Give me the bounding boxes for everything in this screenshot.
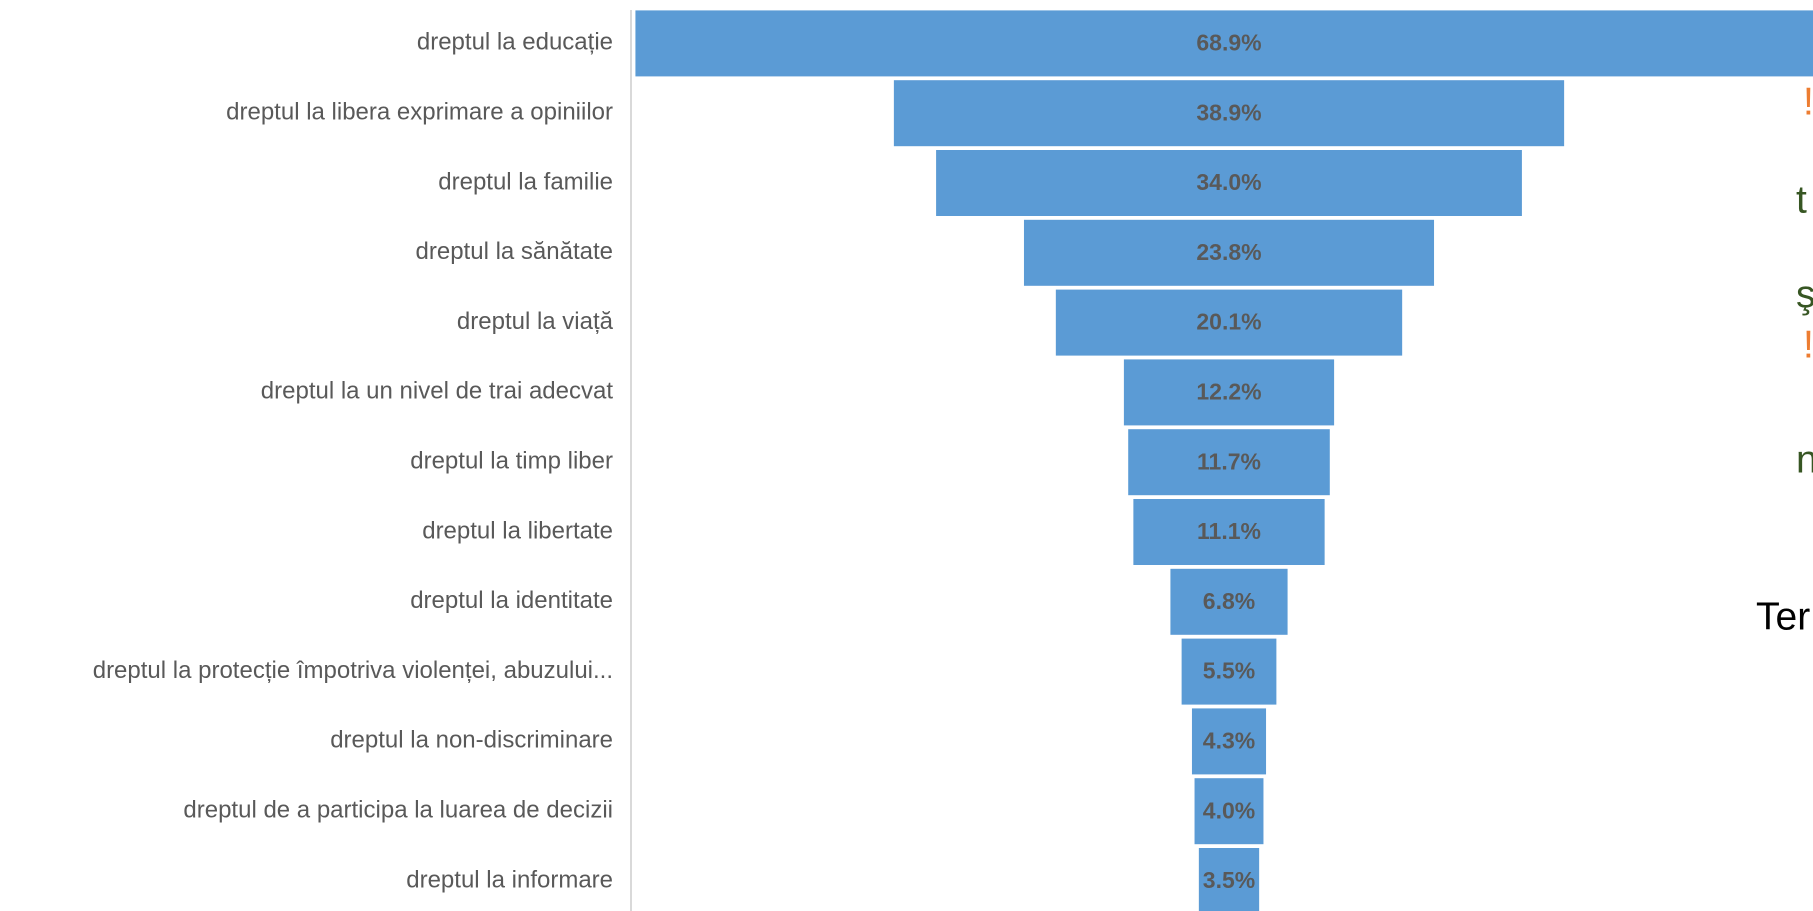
data-label: 23.8% (1196, 239, 1261, 265)
funnel-bar (1133, 499, 1325, 565)
side-text: ! (1803, 323, 1813, 366)
data-label: 12.2% (1196, 378, 1261, 404)
side-text: n (1796, 438, 1813, 481)
data-label: 38.9% (1196, 99, 1261, 125)
data-label: 4.3% (1203, 727, 1255, 753)
category-label: dreptul la familie (438, 168, 613, 195)
category-label: dreptul la identitate (410, 587, 613, 614)
side-text: ! (1803, 80, 1813, 123)
category-label: dreptul la protecție împotriva violenței… (93, 657, 613, 684)
data-label: 20.1% (1196, 309, 1261, 335)
data-label: 3.5% (1203, 867, 1255, 893)
funnel-bar (1055, 289, 1403, 356)
category-label: dreptul la viață (457, 308, 614, 335)
funnel-bar (1191, 708, 1267, 775)
data-label: 68.9% (1196, 29, 1261, 55)
funnel-bar (1198, 848, 1260, 911)
funnel-bar (635, 10, 1813, 77)
funnel-bar (936, 150, 1522, 216)
data-label: 34.0% (1196, 169, 1261, 195)
funnel-bar (1170, 568, 1288, 635)
funnel-bar (1023, 219, 1435, 286)
category-label: dreptul la sănătate (416, 238, 613, 265)
category-label: dreptul la libertate (422, 517, 613, 544)
data-label: 11.1% (1197, 518, 1261, 544)
category-label: dreptul la informare (406, 866, 613, 893)
category-label: dreptul la educație (417, 29, 613, 56)
side-text: t (1796, 178, 1807, 221)
funnel-bar (1181, 638, 1277, 705)
side-text: Ter (1756, 595, 1810, 638)
data-label: 4.0% (1203, 797, 1255, 823)
category-label: dreptul la timp liber (410, 448, 613, 475)
category-label: dreptul la un nivel de trai adecvat (261, 378, 614, 405)
funnel-bar (1194, 778, 1264, 845)
funnel-bar (1128, 429, 1330, 496)
category-label: dreptul la libera exprimare a opiniilor (226, 99, 613, 126)
funnel-bar (893, 80, 1565, 147)
data-label: 6.8% (1203, 588, 1255, 614)
data-label: 5.5% (1203, 658, 1255, 684)
data-label: 11.7% (1197, 448, 1261, 474)
side-text: ş (1796, 273, 1813, 316)
category-label: dreptul de a participa la luarea de deci… (183, 797, 613, 824)
funnel-bar (1123, 359, 1335, 426)
category-label: dreptul la non-discriminare (330, 727, 613, 754)
